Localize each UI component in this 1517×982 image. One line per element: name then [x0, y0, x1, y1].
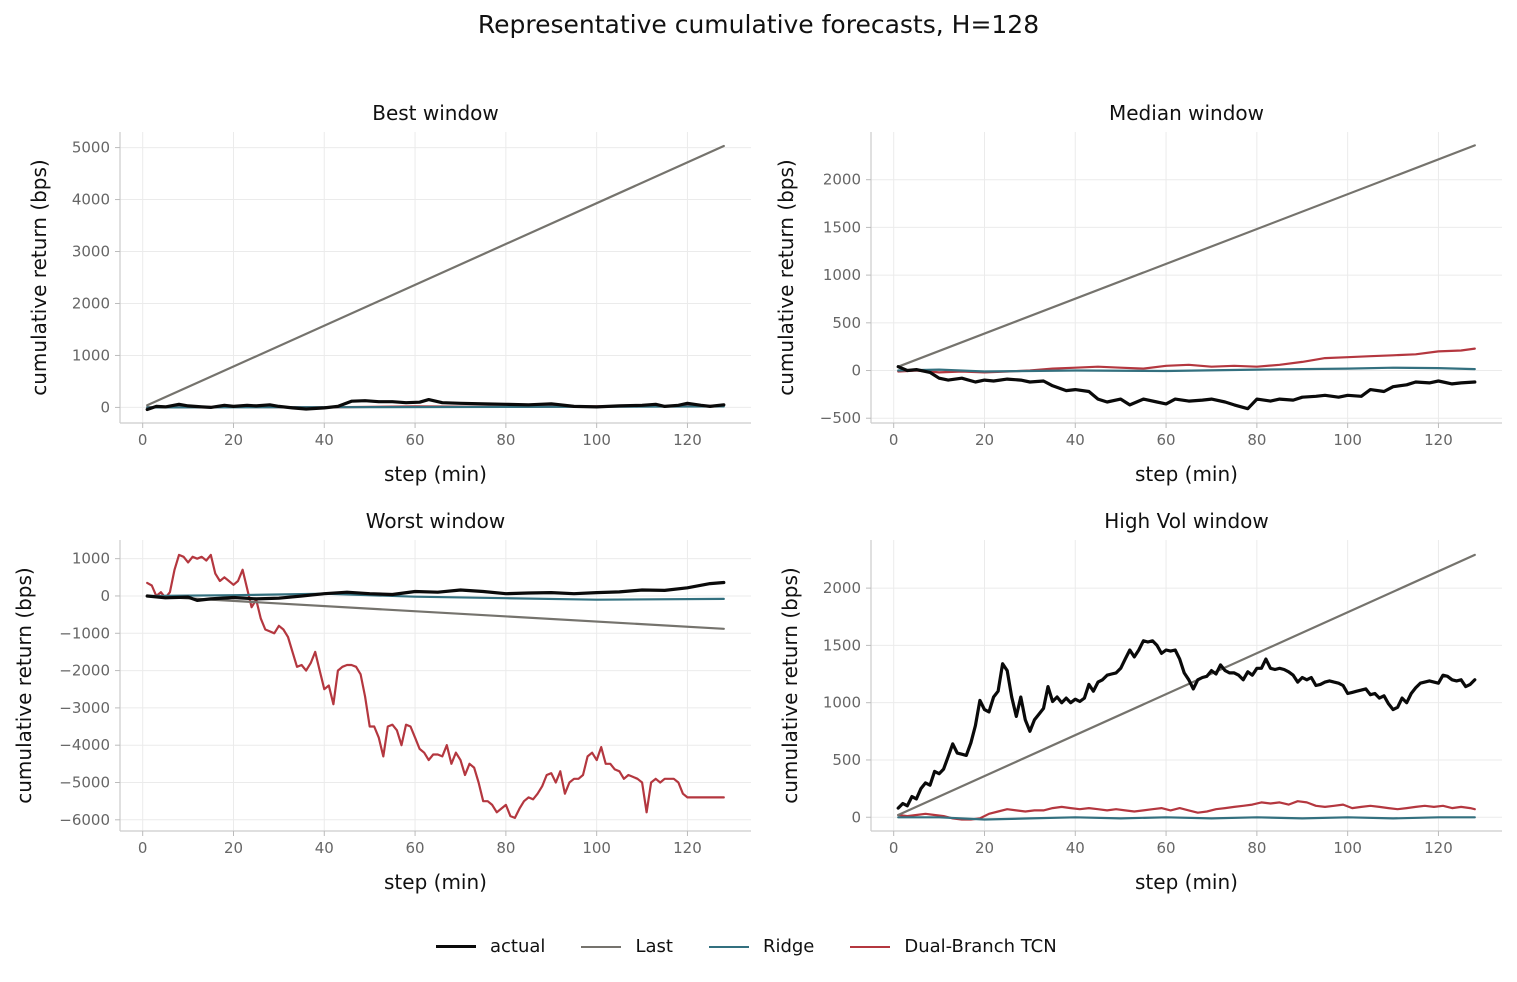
panel-4-series-last	[897, 553, 1476, 817]
panel-2-xtick-label: 40	[1066, 431, 1085, 449]
panel-4-xtick-label: 80	[1247, 839, 1266, 857]
panel-2-ytick-label: −500	[820, 409, 861, 427]
panel-2-xtick-label: 120	[1424, 431, 1453, 449]
panel-3-series-dual-branch-tcn	[146, 553, 725, 820]
panel-3-series-last	[146, 594, 725, 630]
legend-label-actual: actual	[490, 936, 546, 957]
panel-4-xtick-label: 0	[889, 839, 899, 857]
panel-2-xtick-label: 20	[975, 431, 994, 449]
panel-1-title: Best window	[372, 101, 499, 125]
panel-1-xtick-label: 120	[673, 431, 702, 449]
legend-item-last: Last	[581, 936, 673, 957]
panel-2-ytick-label: 2000	[823, 171, 861, 189]
panel-1-xtick-label: 60	[406, 431, 425, 449]
panel-3-ytick-label: 1000	[72, 550, 110, 568]
panel-3-xtick-label: 0	[138, 839, 148, 857]
panel-2-ylabel: cumulative return (bps)	[774, 159, 798, 395]
panel-4-ylabel: cumulative return (bps)	[778, 567, 802, 803]
panel-3-ytick-label: −6000	[59, 811, 110, 829]
panel-3-xtick-label: 60	[406, 839, 425, 857]
panel-2-title: Median window	[1109, 101, 1264, 125]
panel-3-ytick-label: 0	[100, 587, 110, 605]
panel-2-series-last	[897, 144, 1476, 368]
panel-2-xtick-label: 80	[1247, 431, 1266, 449]
legend-label-ridge: Ridge	[762, 936, 815, 957]
panel-2-ytick-label: 500	[832, 314, 861, 332]
panel-3-xtick-label: 40	[315, 839, 334, 857]
panel-1-xtick-label: 80	[496, 431, 515, 449]
panel-1-xtick-label: 20	[224, 431, 243, 449]
panel-4-ytick-label: 2000	[823, 579, 861, 597]
panel-3-xtick-label: 100	[582, 839, 611, 857]
panel-1-xlabel: step (min)	[384, 462, 487, 486]
panel-2-xtick-label: 0	[889, 431, 899, 449]
panel-3-ylabel: cumulative return (bps)	[12, 567, 36, 803]
panel-1-ytick-label: 4000	[72, 191, 110, 209]
panel-3-ytick-label: −3000	[59, 699, 110, 717]
panel-2-xtick-label: 100	[1333, 431, 1362, 449]
figure-title: Representative cumulative forecasts, H=1…	[477, 10, 1040, 39]
legend-swatch-last	[581, 945, 622, 948]
panel-4-xtick-label: 20	[975, 839, 994, 857]
panel-4-xlabel: step (min)	[1135, 870, 1238, 894]
panel-4-xtick-label: 120	[1424, 839, 1453, 857]
panel-2-ytick-label: 0	[851, 362, 861, 380]
panel-3-title: Worst window	[366, 509, 506, 533]
panel-3-ytick-label: −1000	[59, 624, 110, 642]
legend-swatch-actual	[436, 945, 476, 948]
panel-2-xlabel: step (min)	[1135, 462, 1238, 486]
panel-3-series-ridge	[146, 592, 725, 601]
panel-2-series-ridge	[897, 366, 1476, 373]
panel-3-ytick-label: −4000	[59, 736, 110, 754]
panel-3-ytick-label: −5000	[59, 774, 110, 792]
panel-4-ytick-label: 1500	[823, 636, 861, 654]
panel-4-ytick-label: 0	[851, 808, 861, 826]
panel-1-xtick-label: 100	[582, 431, 611, 449]
panel-1-series-last	[146, 144, 725, 407]
legend-label-tcn: Dual-Branch TCN	[904, 936, 1057, 957]
panel-4-xtick-label: 40	[1066, 839, 1085, 857]
legend: actual Last Ridge Dual-Branch TCN	[436, 936, 1057, 957]
legend-swatch-tcn	[850, 945, 891, 948]
panel-1-ytick-label: 3000	[72, 243, 110, 261]
panel-2-series-actual	[896, 365, 1477, 411]
panel-3-ytick-label: −2000	[59, 662, 110, 680]
panel-4-ytick-label: 500	[832, 751, 861, 769]
panel-4-series-dual-branch-tcn	[897, 800, 1476, 821]
legend-item-tcn: Dual-Branch TCN	[850, 936, 1057, 957]
panel-1-xtick-label: 40	[315, 431, 334, 449]
panel-3-xlabel: step (min)	[384, 870, 487, 894]
panel-4-series-ridge	[897, 816, 1476, 821]
panel-1-ytick-label: 0	[100, 398, 110, 416]
panel-1-xtick-label: 0	[138, 431, 148, 449]
panel-2-ytick-label: 1000	[823, 266, 861, 284]
panel-3-xtick-label: 20	[224, 839, 243, 857]
legend-item-actual: actual	[436, 936, 545, 957]
panel-4-ytick-label: 1000	[823, 694, 861, 712]
panel-4-series-actual	[896, 639, 1477, 810]
panel-2-xtick-label: 60	[1157, 431, 1176, 449]
panel-3-series-actual	[145, 580, 726, 603]
panel-1-ytick-label: 1000	[72, 346, 110, 364]
panel-1-ytick-label: 2000	[72, 294, 110, 312]
panel-1-ytick-label: 5000	[72, 139, 110, 157]
panel-3-xtick-label: 80	[496, 839, 515, 857]
legend-label-last: Last	[635, 936, 673, 957]
panel-4-xtick-label: 60	[1157, 839, 1176, 857]
legend-swatch-ridge	[708, 945, 749, 948]
panel-2-ytick-label: 1500	[823, 218, 861, 236]
panel-4-title: High Vol window	[1104, 509, 1268, 533]
panel-1-ylabel: cumulative return (bps)	[27, 159, 51, 395]
panel-3-xtick-label: 120	[673, 839, 702, 857]
panel-4-xtick-label: 100	[1333, 839, 1362, 857]
legend-item-ridge: Ridge	[708, 936, 815, 957]
panel-1-series-actual	[145, 398, 726, 412]
